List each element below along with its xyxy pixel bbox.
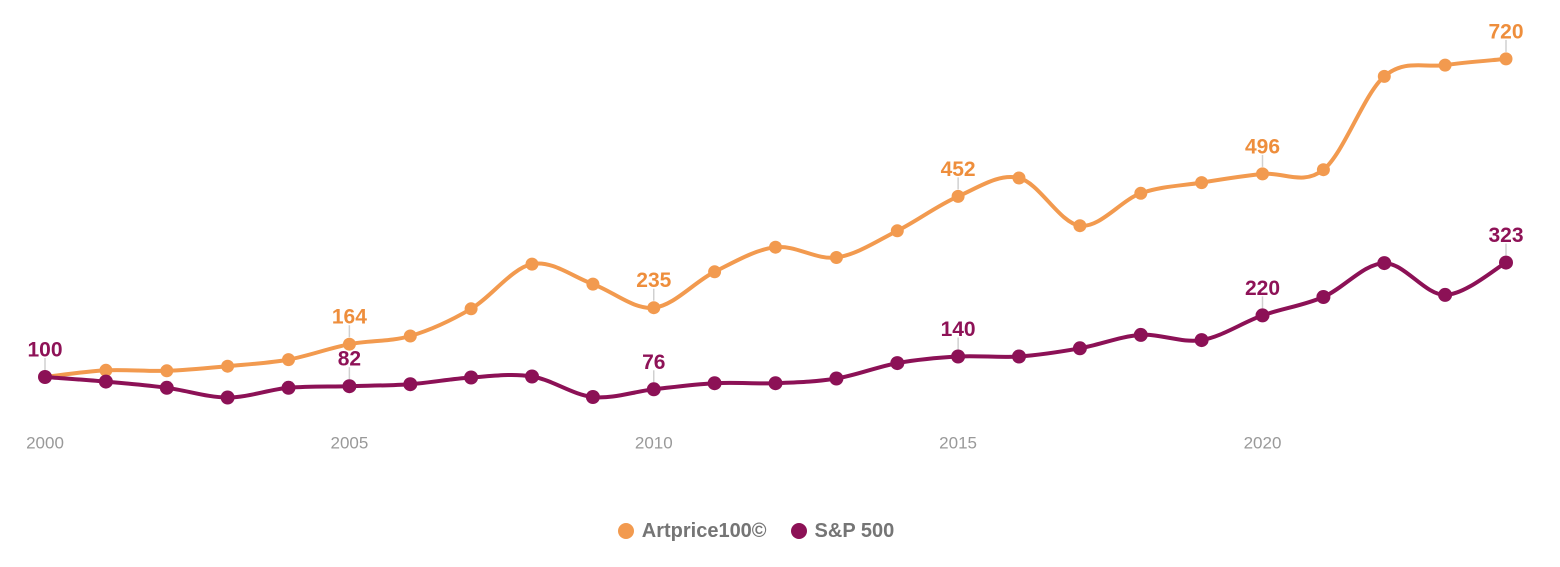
legend-marker-artprice100-icon xyxy=(617,523,634,539)
value-label-s-p-500-2020: 220 xyxy=(1245,277,1280,300)
data-point-s-p-500-2005[interactable] xyxy=(342,379,357,394)
data-point-artprice100-2010[interactable] xyxy=(647,301,661,315)
data-point-artprice100-2022[interactable] xyxy=(1377,69,1391,83)
data-point-artprice100-2023[interactable] xyxy=(1438,58,1452,72)
legend-label-artprice100: Artprice100© xyxy=(641,519,767,542)
artprice100-points xyxy=(38,52,1513,384)
data-point-artprice100-2011[interactable] xyxy=(708,265,722,279)
s-p-500-points xyxy=(38,255,1513,405)
x-tick-2020: 2020 xyxy=(1244,434,1282,453)
value-label-artprice100-2024: 720 xyxy=(1488,20,1523,43)
data-point-artprice100-2012[interactable] xyxy=(769,240,782,254)
data-point-artprice100-2002[interactable] xyxy=(160,364,174,378)
data-point-artprice100-2005[interactable] xyxy=(342,337,356,351)
data-point-s-p-500-2006[interactable] xyxy=(403,377,418,392)
data-point-artprice100-2021[interactable] xyxy=(1316,163,1330,177)
value-label-s-p-500-2024: 323 xyxy=(1488,224,1523,247)
artprice100-value-labels: 164 235 452 496 720 xyxy=(332,20,1524,328)
value-label-s-p-500-2000: 100 xyxy=(27,339,62,362)
data-point-artprice100-2007[interactable] xyxy=(464,302,478,316)
data-point-artprice100-2001[interactable] xyxy=(99,363,113,377)
callout-connectors xyxy=(44,39,1507,383)
data-point-s-p-500-2015[interactable] xyxy=(951,349,966,364)
data-point-artprice100-2017[interactable] xyxy=(1073,219,1087,233)
data-point-artprice100-2024[interactable] xyxy=(1499,52,1513,66)
x-tick-2015: 2015 xyxy=(939,434,977,453)
legend: Artprice100© S&P 500 xyxy=(0,518,1536,544)
data-point-artprice100-2003[interactable] xyxy=(221,359,235,373)
data-point-s-p-500-2009[interactable] xyxy=(585,390,600,404)
value-label-s-p-500-2015: 140 xyxy=(941,318,976,341)
data-point-s-p-500-2012[interactable] xyxy=(768,376,783,391)
data-point-s-p-500-2024[interactable] xyxy=(1499,255,1513,270)
data-point-artprice100-2014[interactable] xyxy=(890,224,904,238)
data-point-s-p-500-2014[interactable] xyxy=(890,356,905,371)
data-point-s-p-500-2018[interactable] xyxy=(1133,327,1148,342)
data-point-s-p-500-2023[interactable] xyxy=(1438,287,1453,302)
data-point-s-p-500-2016[interactable] xyxy=(1012,349,1026,364)
value-label-artprice100-2020: 496 xyxy=(1245,135,1280,158)
data-point-artprice100-2020[interactable] xyxy=(1256,167,1269,181)
legend-marker-s-p-500-icon xyxy=(790,523,807,539)
data-point-artprice100-2019[interactable] xyxy=(1195,176,1209,190)
data-point-artprice100-2015[interactable] xyxy=(951,189,965,203)
data-point-artprice100-2006[interactable] xyxy=(403,329,417,343)
legend-label-s-p-500: S&P 500 xyxy=(814,519,895,542)
data-point-s-p-500-2007[interactable] xyxy=(464,370,479,385)
data-point-s-p-500-2000[interactable] xyxy=(38,370,52,384)
data-point-s-p-500-2013[interactable] xyxy=(829,371,844,386)
artprice100-line xyxy=(43,56,1508,379)
data-point-s-p-500-2001[interactable] xyxy=(98,374,113,389)
data-point-s-p-500-2020[interactable] xyxy=(1255,308,1270,323)
x-tick-2010: 2010 xyxy=(635,434,673,453)
data-point-artprice100-2013[interactable] xyxy=(829,251,843,264)
data-point-artprice100-2004[interactable] xyxy=(282,353,295,367)
value-label-s-p-500-2010: 76 xyxy=(642,351,665,374)
data-point-s-p-500-2004[interactable] xyxy=(281,380,296,395)
value-label-artprice100-2010: 235 xyxy=(636,269,671,292)
data-point-s-p-500-2017[interactable] xyxy=(1072,341,1087,356)
value-label-s-p-500-2005: 82 xyxy=(338,348,361,371)
data-point-artprice100-2016[interactable] xyxy=(1012,171,1026,185)
data-point-s-p-500-2019[interactable] xyxy=(1194,333,1209,348)
legend-item-s-p-500[interactable]: S&P 500 xyxy=(790,519,895,543)
data-point-artprice100-2008[interactable] xyxy=(525,257,539,271)
data-point-s-p-500-2021[interactable] xyxy=(1316,290,1331,304)
data-point-s-p-500-2003[interactable] xyxy=(220,390,235,405)
data-point-s-p-500-2011[interactable] xyxy=(707,376,722,391)
data-point-s-p-500-2002[interactable] xyxy=(159,380,174,395)
x-tick-2005: 2005 xyxy=(330,434,368,453)
data-point-s-p-500-2010[interactable] xyxy=(646,382,661,397)
value-label-artprice100-2005: 164 xyxy=(332,306,367,329)
data-point-s-p-500-2008[interactable] xyxy=(525,369,539,384)
data-point-artprice100-2009[interactable] xyxy=(586,277,600,291)
x-axis-tick-labels: 2000 2005 2010 2015 2020 xyxy=(26,434,1281,453)
data-point-s-p-500-2022[interactable] xyxy=(1377,256,1392,271)
legend-item-artprice100[interactable]: Artprice100© xyxy=(617,519,767,543)
s-p-500-value-labels: 100 82 76 140 220 323 xyxy=(27,224,1523,374)
data-point-artprice100-2018[interactable] xyxy=(1134,186,1148,200)
x-tick-2000: 2000 xyxy=(26,434,64,453)
value-label-artprice100-2015: 452 xyxy=(941,158,976,181)
